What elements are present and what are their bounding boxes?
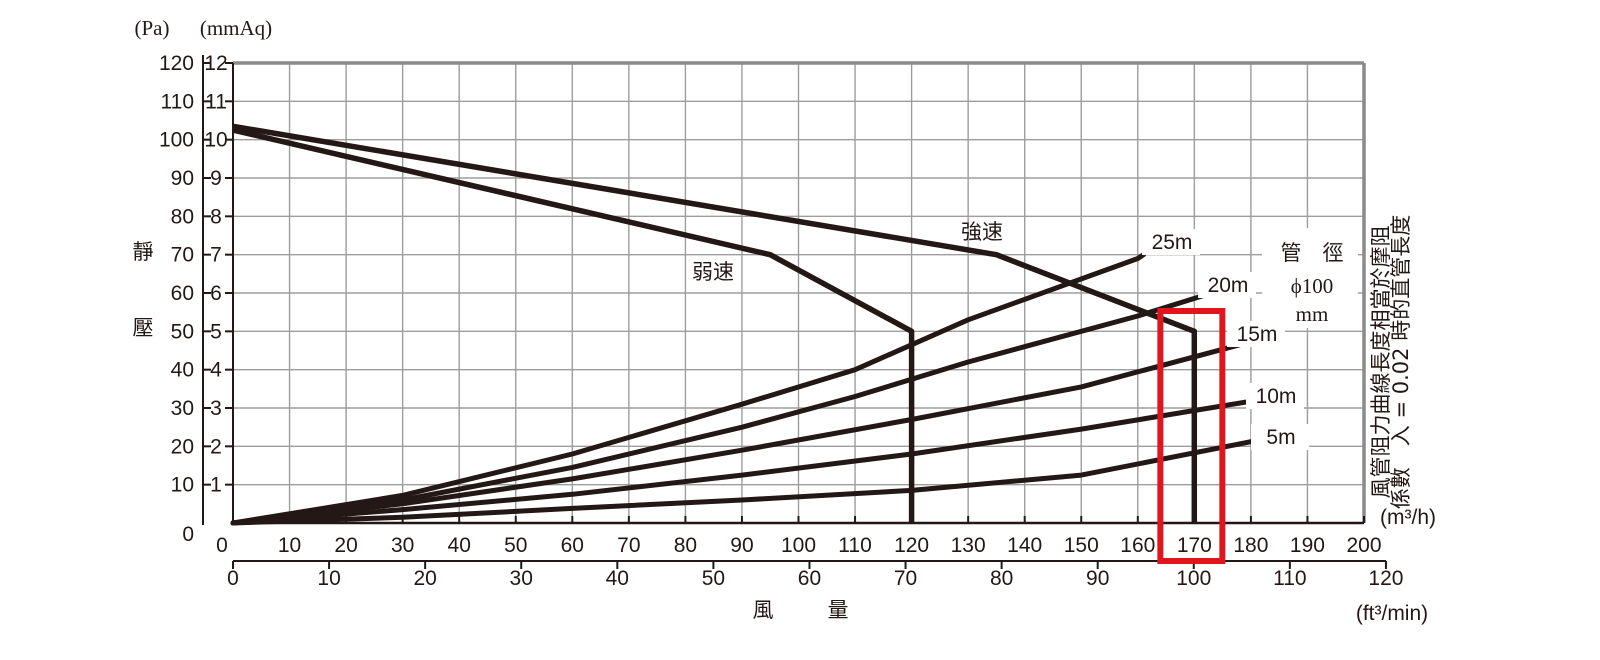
pa-unit-label: (Pa) [135, 16, 170, 40]
mmaq-tick-label: 1 [210, 474, 222, 497]
pa-tick-label: 110 [161, 90, 194, 113]
ft3min-tick-label: 100 [1176, 567, 1211, 590]
duct-label-backing [1251, 424, 1309, 450]
duct-label-backing [1246, 383, 1304, 409]
duct-curve-5m [230, 438, 1260, 526]
pa-tick-label: 100 [159, 129, 194, 152]
m3h-unit-label: (m³/h) [1380, 506, 1436, 529]
mmaq-unit-label: (mmAq) [200, 16, 272, 40]
ft3min-tick-label: 90 [1086, 567, 1109, 590]
m3h-tick-label: 20 [334, 534, 357, 557]
m3h-tick-label: 0 [216, 534, 228, 557]
mmaq-tick-label: 7 [210, 244, 222, 267]
side-note-backing [1368, 228, 1414, 496]
m3h-tick-label: 80 [674, 534, 697, 557]
side-note-line: 係數 入 = 0.02 時的直管長度 [1389, 215, 1413, 509]
ft3min-tick-label: 40 [606, 567, 629, 590]
pa-tick-label: 50 [171, 320, 194, 343]
mmaq-tick-label: 10 [204, 129, 227, 152]
ft3min-tick-label: 20 [413, 567, 436, 590]
m3h-tick-label: 190 [1290, 534, 1325, 557]
m3h-tick-label: 90 [730, 534, 753, 557]
pa-tick-label: 80 [171, 205, 194, 228]
pa-tick-label: 40 [171, 359, 194, 382]
ft3min-tick-label: 30 [510, 567, 533, 590]
m3h-tick-label: 170 [1177, 534, 1212, 557]
grid-lines [233, 63, 1364, 523]
side-note-line: 風管阻力曲線長度相當於摩阻 [1369, 226, 1393, 499]
duct-label-backing [1142, 229, 1200, 255]
mmaq-tick-label: 9 [210, 167, 222, 190]
m3h-tick-label: 150 [1064, 534, 1099, 557]
duct-curve-label: 25m [1152, 231, 1193, 254]
m3h-tick-label: 10 [278, 534, 301, 557]
pa-tick-label: 60 [171, 282, 194, 305]
pa-tick-label: 30 [171, 397, 194, 420]
ft3min-tick-label: 110 [1273, 567, 1306, 590]
fan-curve-strong [232, 123, 1198, 523]
mmaq-tick-label: 3 [210, 397, 222, 420]
m3h-tick-label: 50 [504, 534, 527, 557]
x-axes: 0 10 20 30 40 50 60 70 80 90 100 110 120 130 140 150 160… [216, 506, 1436, 625]
fan-curve-label-weak: 弱速 [692, 260, 734, 284]
m3h-tick-label: 70 [617, 534, 640, 557]
m3h-tick-label: 120 [894, 534, 929, 557]
duct-diameter-unit: mm [1296, 302, 1329, 326]
m3h-tick-label: 30 [391, 534, 414, 557]
m3h-tick-label: 100 [781, 534, 816, 557]
ft3min-tick-label: 10 [317, 567, 340, 590]
mmaq-tick-label: 11 [205, 90, 227, 113]
m3h-tick-label: 60 [561, 534, 584, 557]
y-axes: 0102030405060708090100110120123456789101… [133, 16, 273, 546]
mmaq-tick-label: 12 [204, 52, 227, 75]
ft3min-tick-label: 70 [894, 567, 917, 590]
m3h-tick-label: 40 [448, 534, 471, 557]
m3h-tick-label: 110 [838, 534, 871, 557]
duct-curve-label: 10m [1256, 385, 1297, 408]
m3h-tick-label: 130 [951, 534, 986, 557]
pa-tick-label: 0 [182, 523, 194, 546]
fan-curve-weak [232, 127, 915, 523]
pa-tick-label: 120 [159, 52, 194, 75]
duct-diameter-value: ϕ100 [1291, 274, 1334, 298]
pa-tick-label: 70 [171, 244, 194, 267]
y-axis-label-char: 壓 [133, 316, 154, 340]
m3h-tick-label: 180 [1233, 534, 1268, 557]
fan-curve-label-strong: 強速 [961, 220, 1003, 244]
duct-diameter-title: 管 徑 [1281, 241, 1344, 265]
mmaq-tick-label: 8 [210, 205, 222, 228]
duct-curve-label: 5m [1266, 426, 1295, 449]
pa-tick-label: 10 [171, 474, 194, 497]
x-axis-label-char: 風 [753, 598, 774, 622]
m3h-tick-label: 200 [1346, 534, 1381, 557]
duct-label-backing [1198, 272, 1256, 298]
m3h-tick-label: 160 [1120, 534, 1155, 557]
pa-tick-label: 90 [171, 167, 194, 190]
duct-curve-label: 15m [1237, 323, 1278, 346]
mmaq-tick-label: 6 [210, 282, 222, 305]
duct-curve-20m [230, 292, 1209, 526]
duct-diameter-backing [1262, 228, 1358, 328]
duct-curve-15m [230, 342, 1243, 526]
ft3min-tick-label: 120 [1368, 567, 1403, 590]
duct-curve-label: 20m [1208, 274, 1249, 297]
ft3min-tick-label: 80 [990, 567, 1013, 590]
curves [230, 123, 1260, 526]
ft3min-tick-label: 60 [798, 567, 821, 590]
duct-curve-10m [230, 397, 1260, 526]
duct-curve-25m [230, 252, 1146, 526]
mmaq-tick-label: 5 [210, 320, 222, 343]
pa-tick-label: 20 [171, 435, 194, 458]
mmaq-tick-label: 4 [210, 359, 222, 382]
m3h-tick-label: 140 [1007, 534, 1042, 557]
y-axis-label-char: 靜 [133, 240, 154, 264]
ft3min-unit-label: (ft³/min) [1356, 602, 1428, 625]
highlight-box [1157, 308, 1226, 564]
mmaq-tick-label: 2 [210, 435, 222, 458]
ft3min-tick-label: 0 [227, 567, 239, 590]
x-axis-label-char: 量 [828, 598, 849, 622]
ft3min-tick-label: 50 [702, 567, 725, 590]
